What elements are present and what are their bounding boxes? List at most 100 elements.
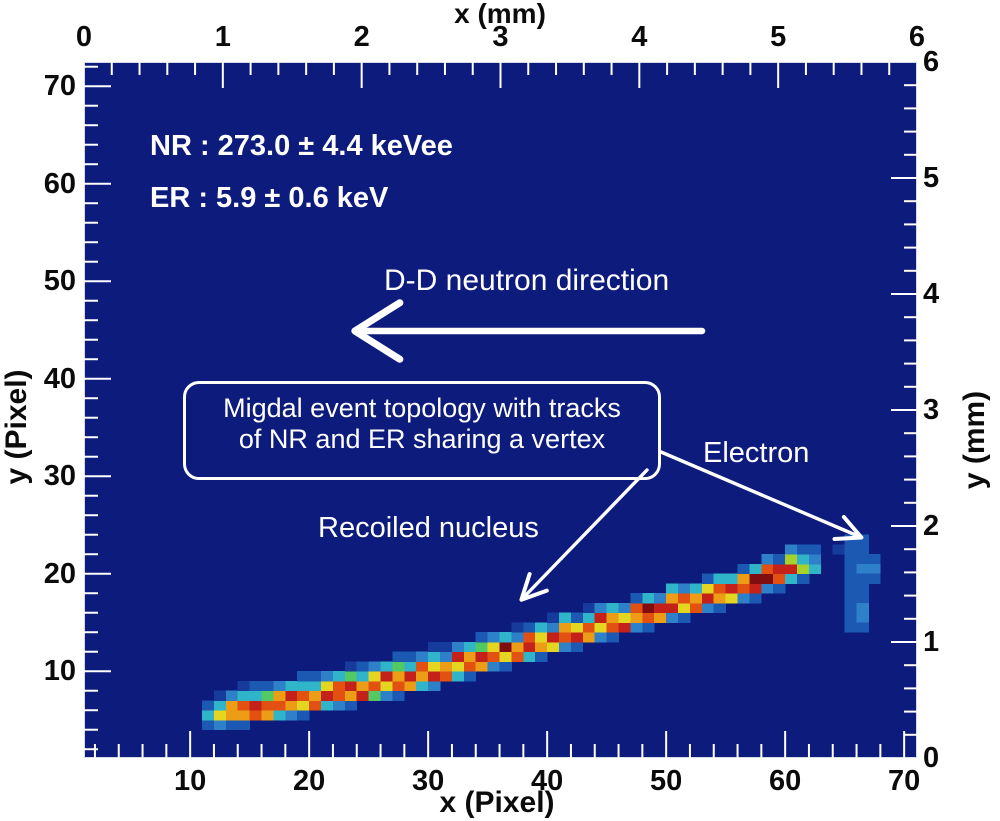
nr-track-cell	[535, 622, 548, 633]
nr-track-cell	[511, 651, 524, 662]
nr-track-cell	[273, 700, 286, 711]
nr-track-cell	[332, 671, 346, 682]
nr-track-cell	[321, 700, 334, 711]
nr-track-cell	[463, 671, 477, 682]
nr-track-cell	[570, 642, 584, 653]
nr-track-cell	[594, 603, 607, 614]
nr-track-cell	[332, 690, 346, 701]
nr-track-cell	[487, 661, 500, 672]
er-cluster-cell	[856, 554, 869, 565]
nr-track-cell	[499, 632, 512, 643]
nr-track-cell	[428, 681, 441, 692]
nr-track-cell	[380, 690, 393, 701]
nr-track-cell	[761, 573, 774, 584]
nr-track-cell	[237, 720, 250, 731]
tick-label: 3	[492, 21, 509, 53]
nr-track-cell	[808, 564, 822, 575]
nr-track-cell	[773, 554, 786, 565]
er-cluster-cell	[844, 593, 857, 604]
nr-track-cell	[606, 603, 619, 614]
nr-track-cell	[642, 612, 655, 623]
tick-label: 70	[43, 70, 76, 103]
nr-track-cell	[642, 593, 655, 604]
nr-track-cell	[321, 671, 334, 682]
nr-track-cell	[487, 642, 500, 653]
tick-label: 70	[888, 765, 921, 797]
nr-track-cell	[689, 593, 703, 604]
nr-track-cell	[404, 681, 417, 692]
tick-label: 20	[293, 765, 326, 797]
er-cluster-cell	[868, 573, 881, 584]
nr-track-cell	[773, 564, 786, 575]
nr-track-cell	[344, 681, 358, 692]
nr-track-cell	[654, 603, 667, 614]
nr-track-cell	[737, 573, 750, 584]
nr-track-cell	[713, 603, 726, 614]
er-cluster-cell	[856, 534, 869, 545]
nr-track-cell	[511, 632, 524, 643]
er-cluster-cell	[856, 564, 869, 575]
tick-label: 10	[43, 655, 76, 688]
nr-track-cell	[642, 603, 655, 614]
tick-label: 40	[531, 765, 564, 797]
nr-track-cell	[237, 700, 250, 711]
nr-track-cell	[404, 651, 417, 662]
tick-label: 60	[43, 167, 76, 200]
nr-track-cell	[761, 554, 774, 565]
nr-track-cell	[701, 573, 715, 584]
nr-track-cell	[273, 681, 286, 692]
nr-track-cell	[285, 700, 298, 711]
nr-track-cell	[475, 642, 488, 653]
nr-track-cell	[463, 642, 477, 653]
nr-track-cell	[297, 710, 310, 721]
nr-track-cell	[630, 603, 643, 614]
nr-track-cell	[451, 661, 465, 672]
nr-track-cell	[463, 661, 477, 672]
nr-track-cell	[416, 651, 429, 662]
nr-track-cell	[428, 671, 441, 682]
nr-track-cell	[392, 671, 405, 682]
er-cluster-cell	[868, 564, 881, 575]
nr-track-cell	[451, 642, 465, 653]
nr-track-cell	[237, 681, 250, 692]
nr-track-cell	[749, 593, 762, 604]
nr-track-cell	[202, 710, 215, 721]
nr-track-cell	[582, 632, 596, 643]
nr-track-cell	[785, 573, 798, 584]
tick-label: 5	[770, 21, 787, 53]
tick-label: 30	[43, 460, 76, 493]
nr-track-cell	[582, 603, 596, 614]
tick-label: 4	[631, 21, 648, 53]
nr-track-cell	[368, 671, 381, 682]
nr-track-cell	[297, 700, 310, 711]
nr-track-cell	[416, 671, 429, 682]
nr-track-cell	[356, 690, 369, 701]
er-cluster-cell	[832, 544, 845, 555]
nr-track-cell	[285, 681, 298, 692]
nr-track-cell	[773, 573, 786, 584]
nr-track-cell	[416, 661, 429, 672]
er-cluster-cell	[856, 622, 869, 633]
nr-track-cell	[785, 564, 798, 575]
nr-track-cell	[642, 622, 655, 633]
nr-track-cell	[225, 710, 239, 721]
nr-track-cell	[213, 700, 227, 711]
nr-track-cell	[785, 554, 798, 565]
er-energy-label: ER : 5.9 ± 0.6 keV	[150, 182, 389, 214]
nr-track-cell	[309, 681, 322, 692]
nr-track-cell	[749, 583, 762, 594]
tick-label: 20	[43, 557, 76, 590]
nr-track-cell	[475, 661, 488, 672]
nr-track-cell	[344, 671, 358, 682]
nr-track-cell	[213, 720, 227, 731]
nr-track-cell	[213, 710, 227, 721]
nr-track-cell	[618, 603, 631, 614]
nr-track-cell	[309, 671, 322, 682]
nr-track-cell	[570, 632, 584, 643]
nr-track-cell	[440, 661, 453, 672]
nr-track-cell	[511, 622, 524, 633]
nr-track-cell	[332, 681, 346, 692]
er-cluster-cell	[844, 564, 857, 575]
tick-label: 30	[412, 765, 445, 797]
nr-track-cell	[404, 661, 417, 672]
